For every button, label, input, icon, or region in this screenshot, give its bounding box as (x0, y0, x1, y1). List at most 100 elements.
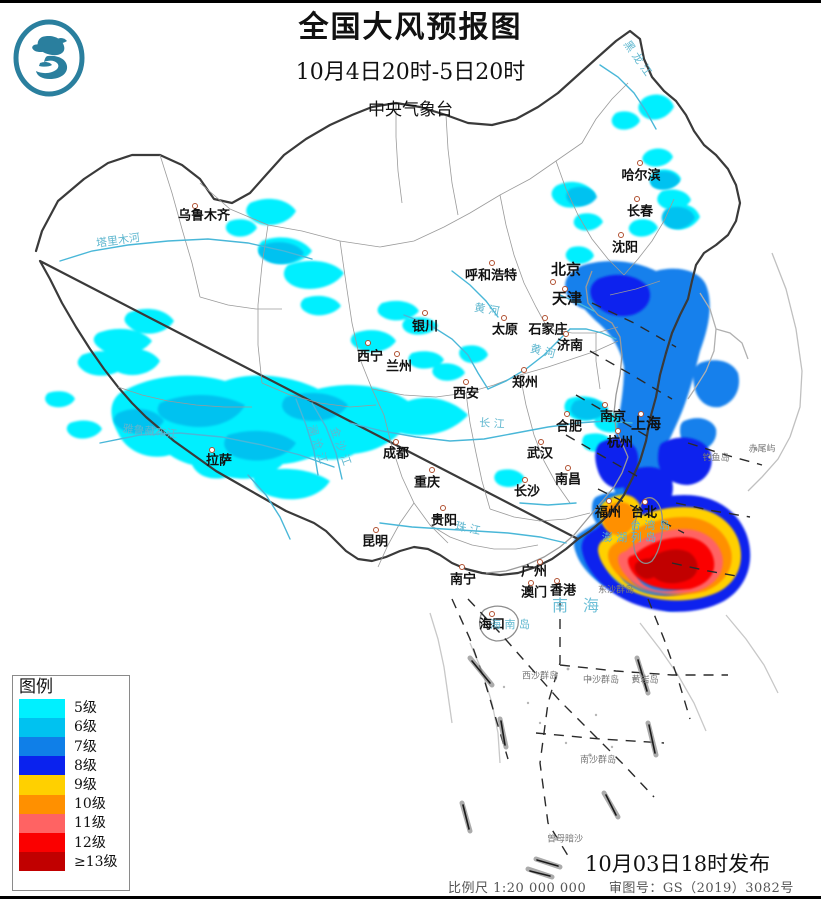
city-marker-icon (542, 315, 548, 321)
city-label: 银川 (411, 319, 439, 335)
coastline (429, 252, 803, 764)
city-marker-icon (521, 367, 527, 373)
city-marker-icon (538, 439, 544, 445)
city-marker-icon (463, 379, 469, 385)
city-label: 西宁 (356, 349, 384, 365)
geographic-feature-label: 澎 湖 列 岛 (601, 531, 657, 544)
city-marker-icon (550, 279, 556, 285)
island-label: 钓鱼岛 (702, 453, 730, 464)
city-label: 上海 (630, 414, 662, 433)
legend-rows: 5级 6级 7级 8级 9级 10级 11级 12级 ≥13级 (19, 698, 129, 872)
city-marker-icon (489, 611, 495, 617)
city-marker-icon (440, 505, 446, 511)
city-label: 贵阳 (430, 513, 458, 529)
city-marker-icon (394, 351, 400, 357)
legend-swatch (19, 775, 65, 795)
legend-label: 11级 (74, 815, 106, 832)
city-label: 合肥 (555, 419, 583, 435)
city-label: 成都 (382, 446, 410, 462)
city-marker-icon (618, 232, 624, 238)
graticule-dashes (451, 302, 763, 860)
city-marker-icon (634, 196, 640, 202)
city-label: 香港 (549, 583, 577, 599)
legend-item: 8级 (19, 756, 129, 776)
city-label: 太原 (491, 322, 519, 338)
legend-label: 7级 (74, 738, 97, 755)
city-marker-icon (554, 578, 560, 584)
city-marker-icon (638, 411, 644, 417)
legend-label: 12级 (74, 834, 106, 851)
city-label: 南京 (599, 409, 627, 425)
city-marker-icon (606, 498, 612, 504)
city-label: 武汉 (526, 446, 554, 462)
city-marker-icon (565, 465, 571, 471)
city-label: 广州 (520, 564, 548, 580)
legend-item: 7级 (19, 737, 129, 757)
city-marker-icon (642, 499, 648, 505)
wind-level13-core (634, 549, 698, 584)
province-borders (117, 82, 675, 568)
city-marker-icon (637, 160, 643, 166)
cma-dragon-logo (13, 19, 85, 97)
city-label: 南宁 (449, 572, 477, 588)
city-marker-icon (365, 340, 371, 346)
city-marker-icon (393, 439, 399, 445)
legend-title: 图例 (19, 677, 53, 697)
legend-panel: 图例 5级 6级 7级 8级 9级 10级 11级 12级 ≥13级 (12, 675, 130, 891)
legend-item: 9级 (19, 775, 129, 795)
city-marker-icon (429, 467, 435, 473)
city-label: 台北 (630, 505, 658, 521)
city-label: 杭州 (606, 435, 634, 451)
island-dots (502, 447, 758, 841)
legend-item: 6级 (19, 717, 129, 738)
island-label: 南沙群岛 (579, 755, 617, 766)
legend-swatch (19, 813, 65, 833)
legend-swatch (19, 698, 65, 718)
legend-label: 6级 (74, 719, 97, 736)
city-label: 北京 (550, 260, 582, 279)
island-label: 曾母暗沙 (546, 834, 584, 845)
city-marker-icon (459, 564, 465, 570)
geographic-feature-label: 台 湾 岛 (630, 519, 670, 532)
legend-swatch (19, 717, 65, 738)
scs-island-marks-dark (462, 659, 656, 877)
legend-item: 12级 (19, 833, 129, 853)
city-label: 郑州 (511, 375, 539, 391)
island-label: 黄岩岛 (631, 675, 659, 686)
city-label: 天津 (551, 289, 583, 308)
legend-label: 8级 (74, 757, 97, 774)
city-marker-icon (564, 411, 570, 417)
city-marker-icon (501, 315, 507, 321)
city-label: 福州 (594, 505, 622, 521)
legend-item: 11级 (19, 813, 129, 833)
geographic-feature-label: 长 江 (478, 416, 506, 431)
china-wind-forecast-map (0, 3, 821, 896)
island-label: 赤尾屿 (748, 444, 776, 455)
rivers (59, 64, 657, 544)
city-marker-icon (192, 203, 198, 209)
legend-swatch (19, 833, 65, 853)
city-label: 拉萨 (205, 453, 233, 469)
legend-label: 10级 (74, 796, 106, 813)
city-marker-icon (563, 331, 569, 337)
legend-label: 5级 (74, 700, 97, 717)
island-label: 中沙群岛 (582, 675, 620, 686)
legend-label: ≥13级 (74, 853, 118, 870)
legend-item: 10级 (19, 794, 129, 814)
city-label: 济南 (556, 338, 584, 354)
map-scale: 比例尺 1:20 000 000 (448, 881, 587, 896)
sea-label: 南 海 (551, 596, 605, 615)
geographic-feature-label: 海 南 岛 (490, 618, 530, 631)
issue-time: 10月03日18时发布 (585, 852, 771, 876)
legend-swatch (19, 794, 65, 814)
city-marker-icon (422, 310, 428, 316)
city-label: 呼和浩特 (464, 268, 518, 284)
review-number: 审图号：GS（2019）3082号 (608, 881, 794, 896)
scale-and-review: 比例尺 1:20 000 000 审图号：GS（2019）3082号 (448, 877, 812, 896)
island-label: 东沙群岛 (597, 585, 635, 596)
city-label: 沈阳 (611, 240, 639, 256)
city-label: 哈尔滨 (621, 168, 661, 184)
city-label: 长春 (626, 204, 654, 220)
legend-swatch (19, 737, 65, 757)
legend-item: 5级 (19, 698, 129, 718)
